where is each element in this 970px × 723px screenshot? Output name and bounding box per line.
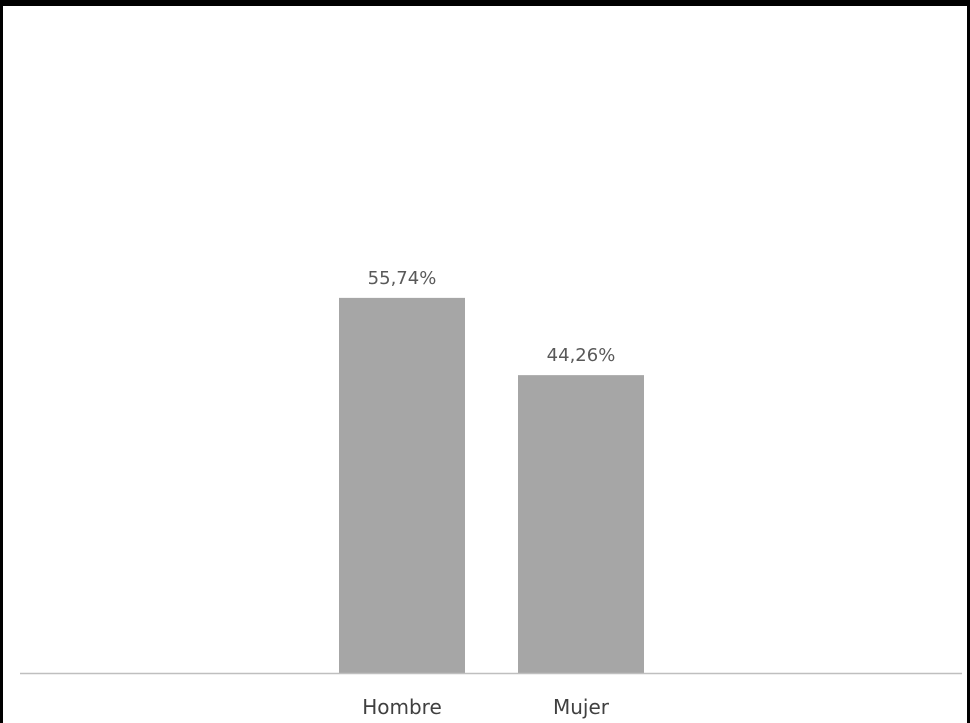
- bar-hombre: [339, 297, 465, 673]
- value-label-hombre: 55,74%: [368, 268, 437, 289]
- value-labels-group: 55,74% 44,26%: [368, 268, 616, 366]
- x-tick-labels-group: Hombre Mujer: [362, 695, 610, 719]
- bars-group: [339, 297, 644, 673]
- bar-mujer: [518, 375, 644, 673]
- x-tick-label-hombre: Hombre: [362, 695, 442, 719]
- x-tick-label-mujer: Mujer: [553, 695, 610, 719]
- value-label-mujer: 44,26%: [547, 345, 616, 366]
- top-edge: [0, 0, 970, 6]
